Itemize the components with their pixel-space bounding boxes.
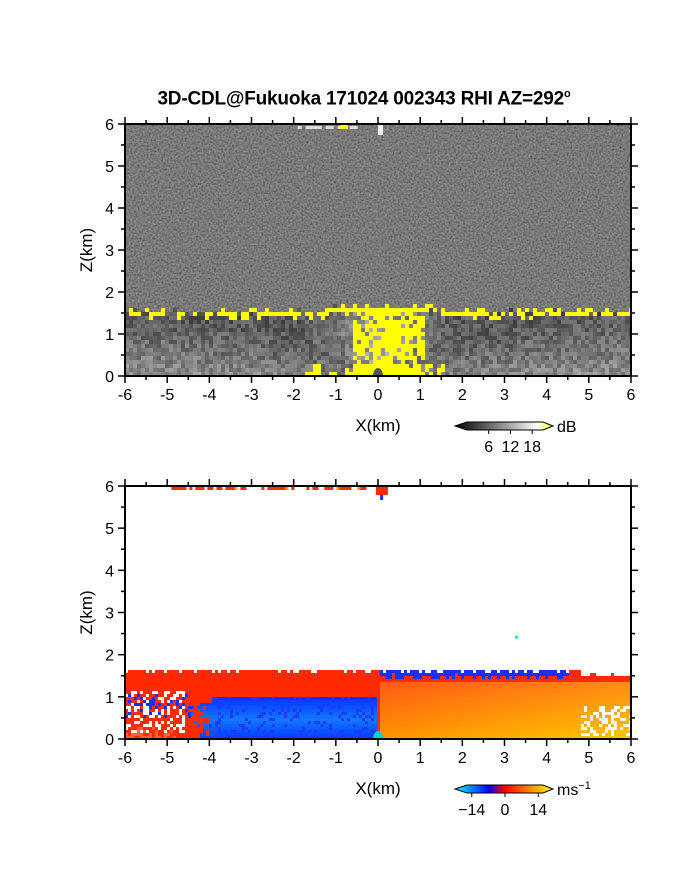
velocity-axes: -6 -5 -4 -3 -2 -1 0 1 2 3 4 5 6 0 1 2 3 4 5 6 X(km) Z(km) bbox=[77, 479, 638, 798]
x-tick-label: 4 bbox=[542, 750, 551, 767]
y-tick-label: 4 bbox=[105, 201, 114, 218]
x-tick-label: -5 bbox=[160, 387, 174, 404]
x-tick-label: 2 bbox=[458, 387, 467, 404]
reflectivity-colorbar: dB 6 12 18 bbox=[453, 419, 577, 456]
x-tick-label: 3 bbox=[500, 750, 509, 767]
x-tick-label: -6 bbox=[118, 750, 132, 767]
x-axis-label: X(km) bbox=[355, 416, 400, 435]
x-tick-label: -3 bbox=[244, 387, 258, 404]
y-tick-label: 1 bbox=[105, 327, 114, 344]
x-tick-label: 0 bbox=[374, 387, 383, 404]
y-tick-label: 6 bbox=[105, 117, 114, 134]
y-tick-label: 5 bbox=[105, 521, 114, 538]
y-tick-label: 5 bbox=[105, 159, 114, 176]
x-tick-label: 4 bbox=[542, 387, 551, 404]
x-tick-label: -4 bbox=[202, 750, 216, 767]
y-tick-label: 6 bbox=[105, 479, 114, 496]
colorbar-unit: dB bbox=[557, 419, 577, 436]
x-tick-label: 2 bbox=[458, 750, 467, 767]
radar-site-marker bbox=[372, 368, 384, 376]
x-tick-label: -2 bbox=[287, 387, 301, 404]
velocity-heatmap bbox=[125, 486, 631, 739]
colorbar-ramp bbox=[453, 421, 555, 431]
colorbar-tick-label: −14 bbox=[458, 802, 485, 819]
y-tick-label: 0 bbox=[105, 369, 114, 386]
x-tick-label: -1 bbox=[329, 387, 343, 404]
y-tick-label: 2 bbox=[105, 285, 114, 302]
x-tick-label: -4 bbox=[202, 387, 216, 404]
x-tick-label: -6 bbox=[118, 387, 132, 404]
x-tick-label: 1 bbox=[416, 750, 425, 767]
colorbar-tick-label: 14 bbox=[529, 802, 547, 819]
y-tick-label: 1 bbox=[105, 690, 114, 707]
x-tick-label: -3 bbox=[244, 750, 258, 767]
y-axis-label: Z(km) bbox=[77, 590, 96, 634]
colorbar-tick-label: 6 bbox=[484, 439, 493, 456]
colorbar-ramp bbox=[453, 784, 555, 794]
chart-title: 3D-CDL@Fukuoka 171024 002343 RHI AZ=292o bbox=[157, 88, 571, 110]
x-tick-label: -5 bbox=[160, 750, 174, 767]
radar-site-marker bbox=[372, 731, 384, 739]
x-tick-label: 6 bbox=[627, 387, 636, 404]
x-tick-label: -1 bbox=[329, 750, 343, 767]
reflectivity-heatmap bbox=[125, 124, 631, 376]
colorbar-tick-label: 0 bbox=[501, 802, 510, 819]
y-tick-label: 2 bbox=[105, 648, 114, 665]
colorbar-unit: ms−1 bbox=[557, 780, 591, 799]
reflectivity-axes: -6 -5 -4 -3 -2 -1 0 1 2 3 4 5 6 0 1 2 3 4 5 6 X(km) Z(km) bbox=[77, 117, 638, 435]
x-tick-label: -2 bbox=[287, 750, 301, 767]
velocity-colorbar: ms−1 −14 0 14 bbox=[453, 780, 591, 819]
colorbar-tick-label: 18 bbox=[523, 439, 541, 456]
x-tick-label: 3 bbox=[500, 387, 509, 404]
x-tick-label: 1 bbox=[416, 387, 425, 404]
y-tick-label: 0 bbox=[105, 732, 114, 749]
y-tick-label: 3 bbox=[105, 243, 114, 260]
y-tick-label: 3 bbox=[105, 606, 114, 623]
x-axis-label: X(km) bbox=[355, 779, 400, 798]
x-tick-label: 0 bbox=[374, 750, 383, 767]
colorbar-tick-label: 12 bbox=[502, 439, 520, 456]
x-tick-label: 5 bbox=[584, 387, 593, 404]
y-axis-label: Z(km) bbox=[77, 228, 96, 272]
x-tick-label: 6 bbox=[627, 750, 636, 767]
x-tick-label: 5 bbox=[584, 750, 593, 767]
y-tick-label: 4 bbox=[105, 563, 114, 580]
